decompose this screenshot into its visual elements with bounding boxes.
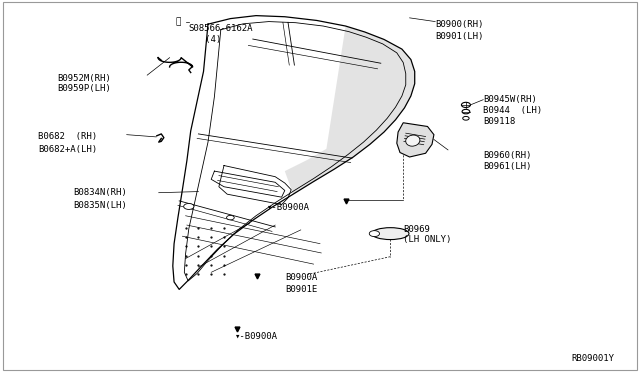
Polygon shape [397, 123, 434, 157]
Text: B0900A: B0900A [285, 273, 317, 282]
Text: B0682  (RH): B0682 (RH) [38, 132, 97, 141]
Polygon shape [285, 26, 415, 194]
Text: B0901(LH): B0901(LH) [435, 32, 484, 41]
Circle shape [463, 116, 469, 120]
Text: B0900(RH): B0900(RH) [435, 20, 484, 29]
Circle shape [369, 231, 380, 237]
Text: B09118: B09118 [483, 117, 515, 126]
Ellipse shape [406, 135, 420, 146]
Circle shape [462, 109, 470, 114]
Text: B0945W(RH): B0945W(RH) [483, 95, 537, 104]
Text: B0834N(RH): B0834N(RH) [74, 188, 127, 197]
Text: B0944  (LH): B0944 (LH) [483, 106, 542, 115]
Text: RB09001Y: RB09001Y [572, 354, 614, 363]
Text: B0959P(LH): B0959P(LH) [58, 84, 111, 93]
Text: S08566-6162A
   (4): S08566-6162A (4) [189, 24, 253, 44]
Text: B0952M(RH): B0952M(RH) [58, 74, 111, 83]
Text: B0969
(LH ONLY): B0969 (LH ONLY) [403, 225, 452, 244]
Text: B0960(RH): B0960(RH) [483, 151, 532, 160]
Circle shape [184, 203, 194, 209]
Text: B0961(LH): B0961(LH) [483, 162, 532, 171]
Ellipse shape [372, 228, 409, 240]
Circle shape [461, 102, 470, 108]
Text: ▾-B0900A: ▾-B0900A [234, 332, 276, 341]
Text: B0682+A(LH): B0682+A(LH) [38, 145, 97, 154]
Text: B0901E: B0901E [285, 285, 317, 294]
Text: ▾-B0900A: ▾-B0900A [266, 203, 308, 212]
Circle shape [227, 215, 234, 220]
Text: B0835N(LH): B0835N(LH) [74, 201, 127, 210]
Text: Ⓢ: Ⓢ [175, 18, 180, 27]
